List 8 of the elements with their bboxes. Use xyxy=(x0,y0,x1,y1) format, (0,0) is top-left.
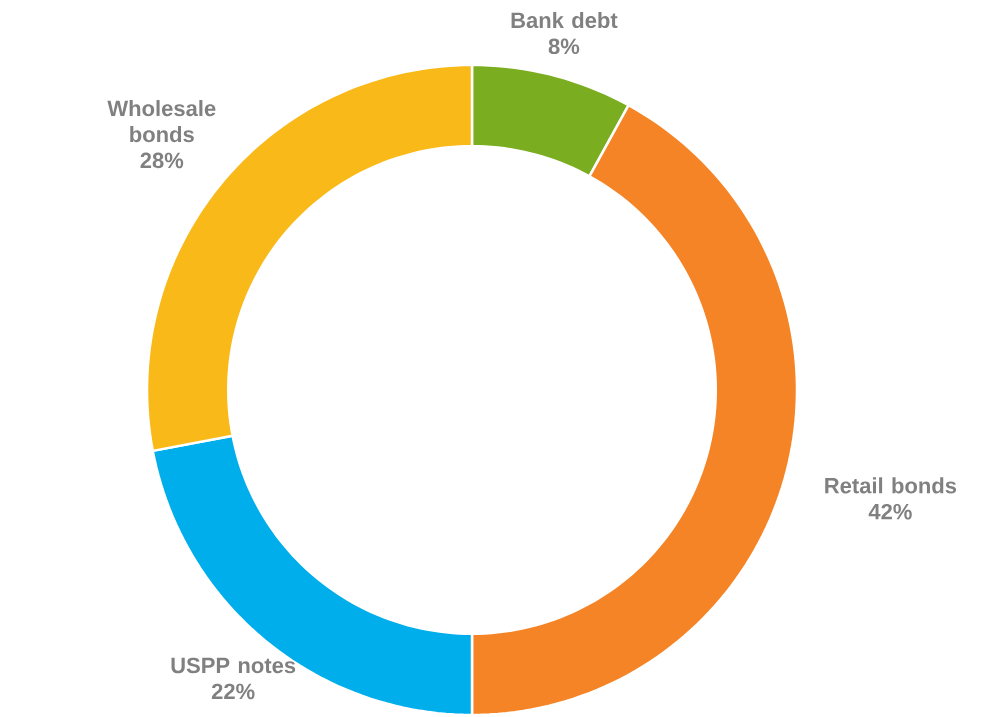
slice-label: USPP notes xyxy=(171,657,296,674)
data-label: 22% xyxy=(211,683,255,700)
data-label: 8% xyxy=(548,38,580,55)
slice-label: Wholesale bonds xyxy=(107,100,216,143)
data-label: 28% xyxy=(140,152,184,169)
slice-label: Bank debt xyxy=(511,11,618,29)
slice-label: Retail bonds xyxy=(825,477,957,494)
data-label: 42% xyxy=(868,503,912,520)
